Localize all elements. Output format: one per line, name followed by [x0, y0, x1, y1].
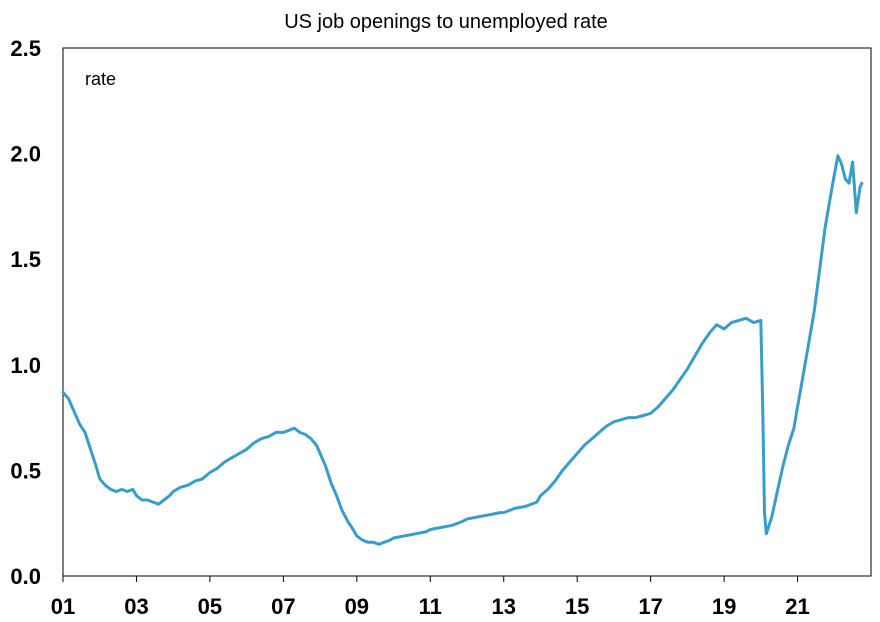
plot-area [62, 47, 872, 577]
series-line [61, 154, 864, 546]
y-tick-label: 0.5 [10, 458, 41, 483]
x-axis-ticks: 01 03 05 07 09 11 13 15 17 19 21 [51, 576, 810, 619]
x-tick-label: 21 [785, 594, 809, 619]
x-tick-label: 09 [345, 594, 369, 619]
x-tick-label: 07 [271, 594, 295, 619]
y-tick-label: 1.0 [10, 353, 41, 378]
y-tick-label: 0.0 [10, 564, 41, 589]
x-tick-label: 03 [124, 594, 148, 619]
chart-title: US job openings to unemployed rate [284, 11, 608, 33]
y-tick-label: 2.5 [10, 36, 41, 61]
x-tick-label: 05 [198, 594, 222, 619]
x-tick-label: 11 [419, 594, 442, 619]
series-group [61, 154, 864, 546]
y-axis-ticks: 0.0 0.5 1.0 1.5 2.0 2.5 [10, 36, 41, 589]
y-tick-label: 1.5 [10, 247, 41, 272]
y-tick-label: 2.0 [10, 142, 41, 167]
x-tick-label: 15 [565, 594, 589, 619]
x-tick-label: 13 [491, 594, 515, 619]
x-tick-label: 19 [712, 594, 736, 619]
x-tick-label: 01 [51, 594, 75, 619]
x-tick-label: 17 [638, 594, 662, 619]
y-axis-label: rate [85, 69, 116, 89]
